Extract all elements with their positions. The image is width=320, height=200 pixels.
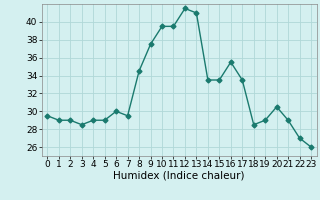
X-axis label: Humidex (Indice chaleur): Humidex (Indice chaleur) bbox=[114, 171, 245, 181]
